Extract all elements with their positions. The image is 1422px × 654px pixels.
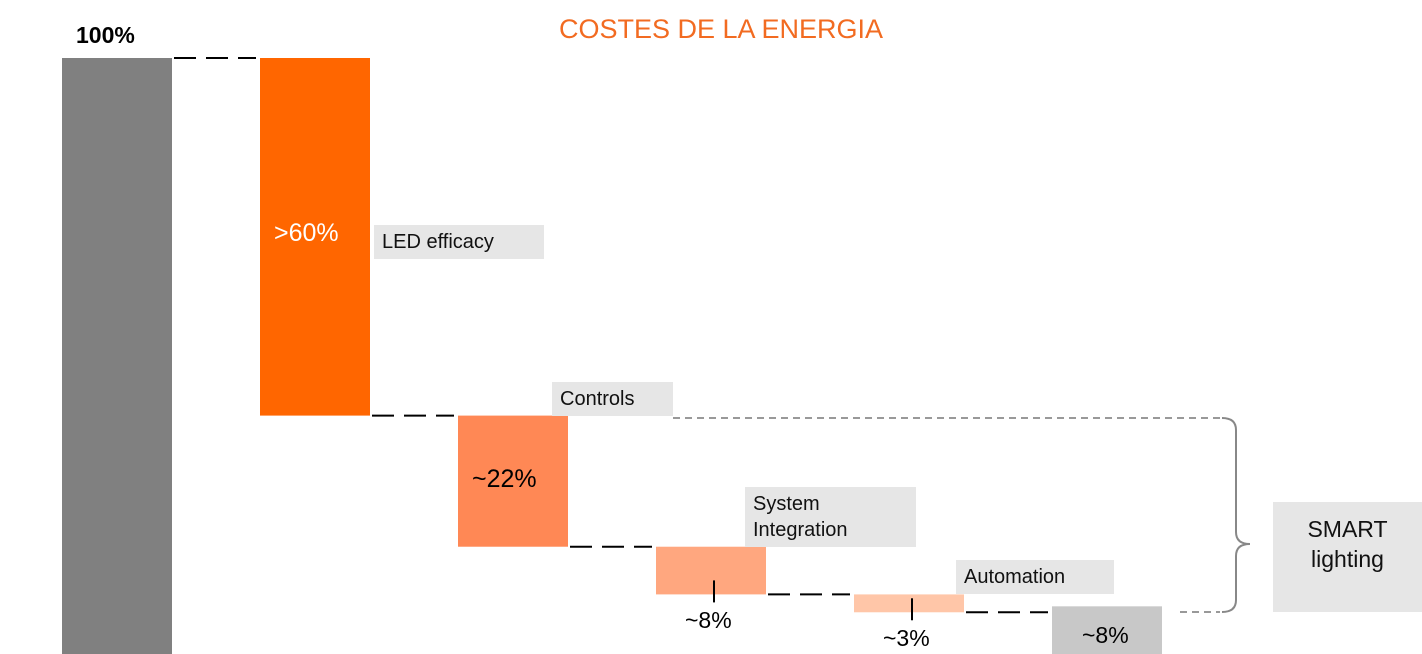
value-label: >60% — [274, 218, 339, 247]
category-label: Controls — [552, 381, 673, 416]
value-label: ~22% — [472, 465, 537, 494]
bar — [62, 58, 172, 654]
value-label: ~8% — [1082, 622, 1129, 648]
bracket-label: SMART lighting — [1273, 502, 1422, 612]
value-label: 100% — [76, 22, 135, 48]
bar — [260, 58, 370, 416]
value-label: ~3% — [883, 625, 930, 652]
brace — [1221, 417, 1251, 613]
category-label: LED efficacy — [374, 224, 544, 259]
value-label: ~8% — [685, 607, 732, 634]
bar — [656, 546, 766, 595]
chart-title: COSTES DE LA ENERGIA — [558, 14, 884, 44]
bar — [854, 594, 964, 613]
category-label: System Integration — [745, 486, 916, 547]
bar — [1052, 606, 1162, 654]
category-label: Automation — [956, 560, 1114, 595]
bar — [458, 415, 568, 547]
